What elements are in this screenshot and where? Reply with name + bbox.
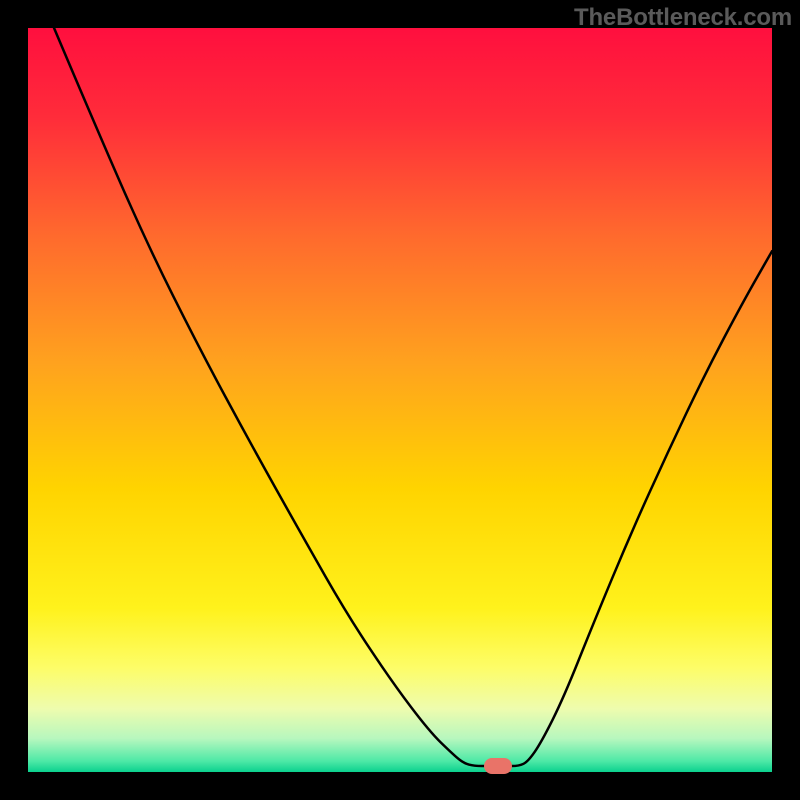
plot-area bbox=[28, 28, 772, 772]
watermark-text: TheBottleneck.com bbox=[574, 4, 792, 32]
canvas: TheBottleneck.com bbox=[0, 0, 800, 800]
optimal-marker bbox=[484, 758, 512, 774]
